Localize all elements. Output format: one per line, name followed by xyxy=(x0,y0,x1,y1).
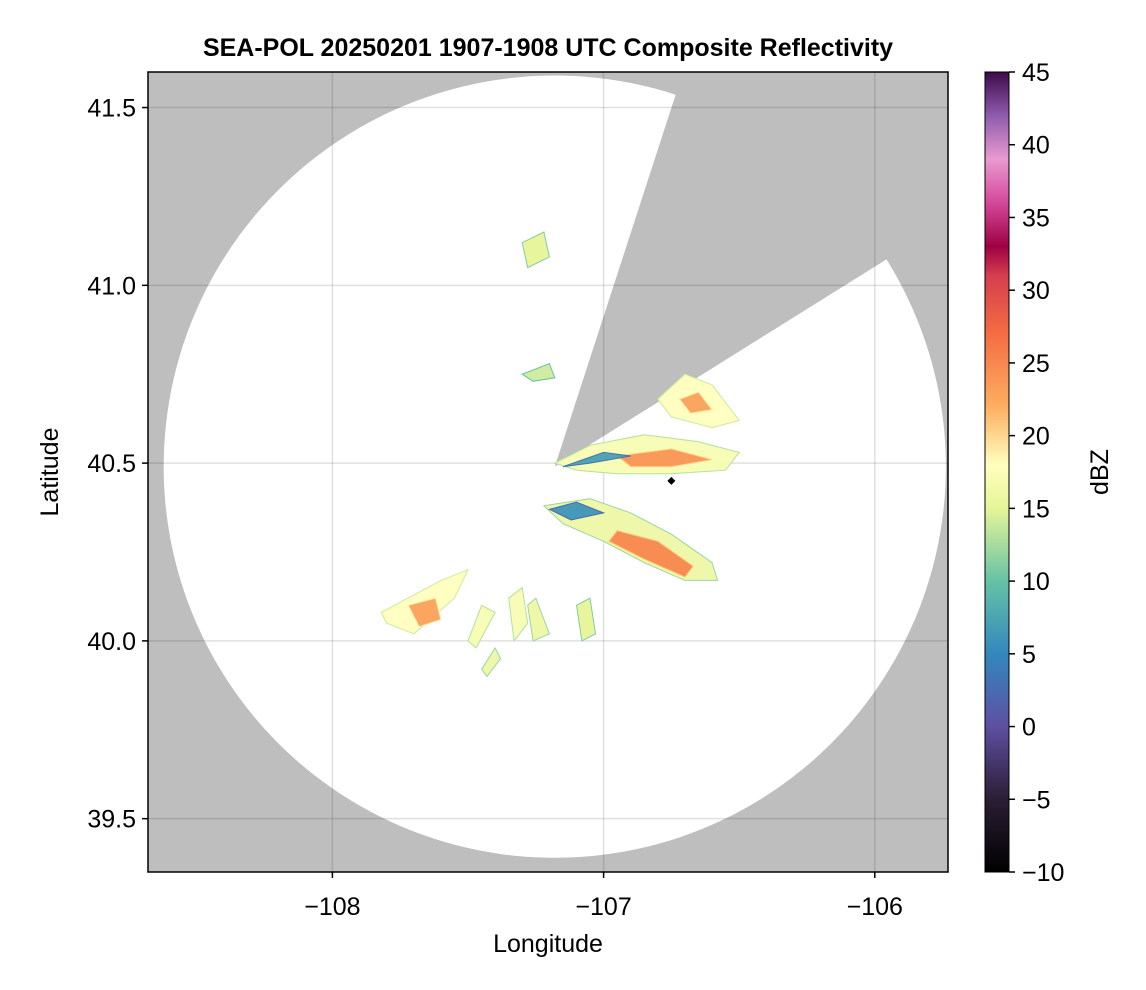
colorbar-label: dBZ xyxy=(1086,449,1114,495)
colorbar: −10 −5 0 5 10 15 20 25 30 35 40 45 xyxy=(984,59,1064,887)
chart-title: SEA-POL 20250201 1907-1908 UTC Composite… xyxy=(202,34,894,62)
y-tick-label: 41.5 xyxy=(87,95,136,123)
colorbar-tick-label: 30 xyxy=(1022,277,1050,305)
echo-band-south-east-core xyxy=(608,530,694,578)
echo-band-north-edge xyxy=(562,451,631,468)
radar-site-marker xyxy=(667,476,676,485)
colorbar-tick-label: 15 xyxy=(1022,495,1050,523)
plot-frame xyxy=(147,71,949,873)
y-axis: 39.5 40.0 40.5 41.0 41.5 xyxy=(87,95,148,834)
echo-cell-upper-right-core xyxy=(678,391,714,414)
echo-streak-4 xyxy=(527,597,551,642)
echo-streak-1 xyxy=(467,604,496,649)
colorbar-tick-label: 25 xyxy=(1022,350,1050,378)
x-axis-label: Longitude xyxy=(493,930,603,958)
x-tick-label: −107 xyxy=(575,893,631,921)
echo-cell-south-west-core xyxy=(407,597,442,628)
colorbar-tick-label: 20 xyxy=(1022,423,1050,451)
echo-streak-2 xyxy=(480,646,502,678)
echo-band-north-east-core xyxy=(615,448,713,468)
echo-cells-north-2 xyxy=(521,362,556,382)
grid xyxy=(148,72,948,872)
echo-regions xyxy=(380,231,741,678)
plot-area xyxy=(148,72,948,872)
colorbar-tick-label: −5 xyxy=(1022,786,1051,814)
y-tick-label: 41.0 xyxy=(87,272,136,300)
echo-band-south-edge xyxy=(547,501,606,521)
colorbar-tick-label: 35 xyxy=(1022,204,1050,232)
radar-coverage xyxy=(163,75,946,858)
y-tick-label: 40.0 xyxy=(87,628,136,656)
y-tick-label: 39.5 xyxy=(87,806,136,834)
colorbar-tick-label: 0 xyxy=(1022,714,1036,742)
colorbar-ticks: −10 −5 0 5 10 15 20 25 30 35 40 45 xyxy=(1009,59,1064,887)
echo-cells-north xyxy=(521,231,550,269)
colorbar-tick-label: 10 xyxy=(1022,568,1050,596)
colorbar-tick-label: 45 xyxy=(1022,59,1050,87)
y-axis-label: Latitude xyxy=(36,428,64,517)
x-axis: −108 −107 −106 xyxy=(304,872,903,921)
colorbar-tick-label: 40 xyxy=(1022,132,1050,160)
colorbar-tick-label: −10 xyxy=(1022,859,1064,887)
x-tick-label: −108 xyxy=(304,893,360,921)
colorbar-tick-label: 5 xyxy=(1022,641,1036,669)
echo-streak-5 xyxy=(575,597,597,642)
echo-streak-3 xyxy=(508,586,529,643)
y-tick-label: 40.5 xyxy=(87,450,136,478)
x-tick-label: −106 xyxy=(847,893,903,921)
